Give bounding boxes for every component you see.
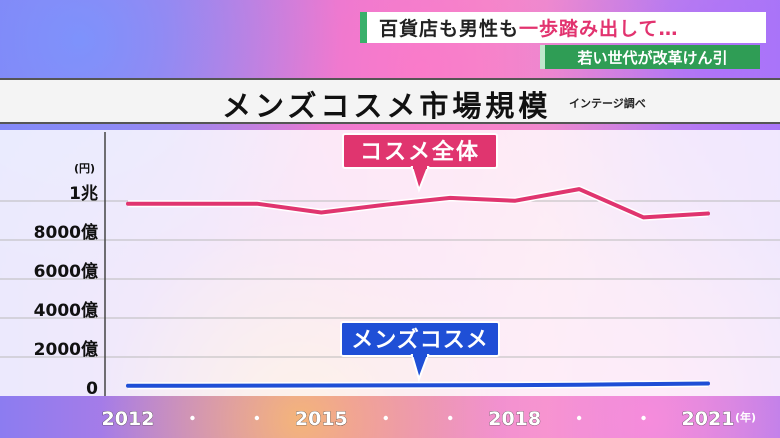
series-lines (126, 185, 710, 390)
legend-total-joint (413, 164, 427, 169)
x-unit-label: (年) (735, 410, 756, 424)
legend-mens-pointer (410, 354, 430, 383)
legend-mens-joint (413, 352, 427, 357)
legend-total-pointer (410, 166, 430, 194)
x-tick-label: 2015 (295, 408, 348, 430)
legend-total: コスメ全体 (342, 133, 498, 194)
headline-caption: 百貨店も男性も 一歩踏み出して… (360, 12, 766, 43)
legend-total-label: コスメ全体 (360, 139, 480, 165)
x-tick-dot (448, 415, 453, 421)
series-line-mens (126, 381, 710, 388)
x-tick-label: 2012 (102, 408, 155, 430)
headline-text: 百貨店も男性も (379, 18, 520, 40)
y-tick-label: 4000億 (34, 300, 98, 321)
x-tick-dot (190, 415, 195, 421)
x-tick-dot (383, 415, 388, 421)
series-line-total (126, 187, 710, 220)
x-tick-dot (641, 415, 646, 421)
title-bar (0, 78, 780, 124)
source-note: インテージ調べ (569, 97, 646, 110)
headline-highlight: 一歩踏み出して… (519, 18, 679, 40)
y-tick-labels: 0 2000億 4000億 6000億 8000億 1兆 (34, 184, 98, 399)
x-tick-label: 2018 (488, 408, 541, 430)
x-tick-dot (254, 415, 260, 421)
x-tick-dot (576, 415, 582, 421)
y-tick-label: 2000億 (34, 339, 98, 360)
y-tick-label: 1兆 (69, 184, 98, 204)
x-tick-label: 2021 (682, 408, 735, 430)
y-unit-label: (円) (74, 162, 95, 175)
chart-title: メンズコスメ市場規模 (222, 89, 552, 123)
y-tick-label: 6000億 (34, 261, 98, 282)
legend-mens: メンズコスメ (340, 321, 500, 383)
y-tick-label: 8000億 (34, 222, 98, 243)
x-tick-labels: 2012 2015 2018 2021 (101, 408, 735, 431)
y-tick-label: 0 (86, 379, 98, 399)
legend-mens-label: メンズコスメ (351, 327, 489, 353)
sub-caption: 若い世代が改革けん引 (540, 45, 760, 69)
